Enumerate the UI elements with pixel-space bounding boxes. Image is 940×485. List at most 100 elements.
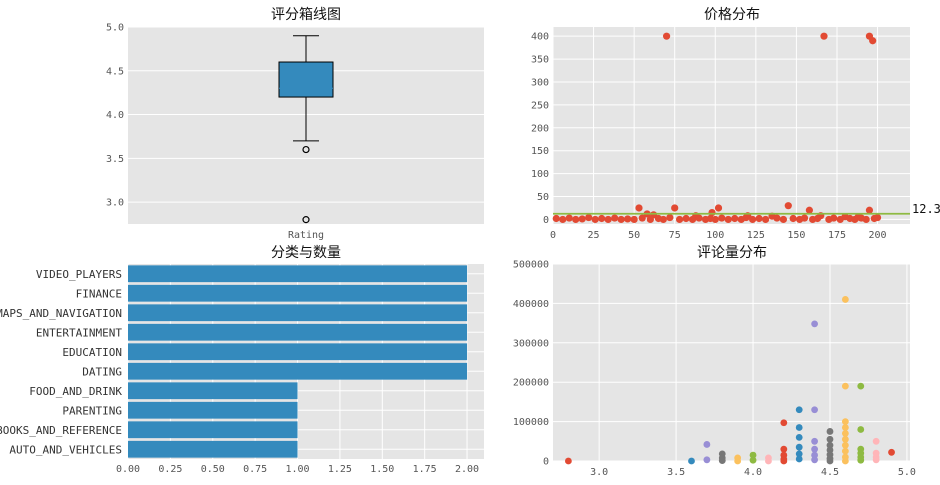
category-label: FOOD_AND_DRINK xyxy=(29,385,122,398)
bar-dating xyxy=(128,362,468,380)
price-point xyxy=(731,214,739,223)
price-point xyxy=(675,215,684,224)
review-point xyxy=(795,443,803,451)
review-point xyxy=(811,456,818,464)
y-tick-label: 50 xyxy=(537,192,549,203)
price-point xyxy=(659,215,667,224)
category-label: EDUCATION xyxy=(62,346,122,359)
category-label: PARENTING xyxy=(62,404,122,417)
price-point xyxy=(761,215,770,224)
price-point xyxy=(559,215,567,224)
review-point xyxy=(811,320,818,328)
price-point xyxy=(671,204,679,212)
review-point xyxy=(857,426,865,433)
price-point xyxy=(666,213,674,222)
review-point xyxy=(857,382,865,390)
y-tick-label: 300 xyxy=(531,77,549,88)
review-point xyxy=(811,437,818,445)
price-point xyxy=(585,213,593,222)
review-point xyxy=(841,382,849,390)
price-point xyxy=(800,214,809,222)
price-point xyxy=(862,215,870,224)
category-label: BOOKS_AND_REFERENCE xyxy=(0,424,122,437)
price-point xyxy=(565,214,573,222)
y-tick-label: 200000 xyxy=(513,378,549,389)
price-point xyxy=(552,214,560,223)
price-point xyxy=(578,215,586,223)
review-point xyxy=(780,457,788,465)
review-point xyxy=(795,455,803,463)
x-tick-label: 1.00 xyxy=(285,464,309,475)
price-point xyxy=(635,204,643,212)
price-point xyxy=(869,37,877,45)
review-point xyxy=(841,296,849,303)
x-tick-label: 100 xyxy=(706,230,724,241)
price-point xyxy=(773,214,781,222)
review-point xyxy=(734,457,742,465)
category-label: FINANCE xyxy=(76,287,122,300)
price-point xyxy=(604,215,612,224)
review-point xyxy=(826,428,834,435)
price-point xyxy=(624,215,632,223)
price-point xyxy=(820,32,828,40)
y-tick-label: 3.0 xyxy=(106,198,124,209)
review-point xyxy=(765,457,772,465)
review-point xyxy=(826,435,834,443)
x-tick-label: 1.75 xyxy=(413,464,437,475)
review-point xyxy=(795,406,803,414)
price-point xyxy=(742,213,750,222)
y-tick-label: 150 xyxy=(531,146,549,157)
y-tick-label: 400 xyxy=(531,32,549,43)
review-point xyxy=(749,451,757,459)
price-point xyxy=(638,214,646,222)
review-point xyxy=(841,441,849,449)
x-tick-label: 0.00 xyxy=(116,464,140,475)
review-point xyxy=(780,419,788,427)
review-point xyxy=(564,457,572,465)
bar-entertainment xyxy=(128,323,468,341)
y-tick-label: 5.0 xyxy=(106,23,124,34)
y-tick-label: 300000 xyxy=(513,338,549,349)
x-tick-label: 200 xyxy=(869,230,887,241)
price-point xyxy=(695,214,703,222)
price-point xyxy=(630,215,638,224)
price-point xyxy=(646,215,654,224)
review-point xyxy=(795,433,803,441)
plot-area-price-scatter xyxy=(553,27,910,224)
price-point xyxy=(748,215,757,224)
review-point xyxy=(841,430,849,437)
y-tick-label: 200 xyxy=(531,123,549,134)
review-point xyxy=(811,445,818,453)
price-point xyxy=(830,214,838,222)
x-tick-label: 0.75 xyxy=(243,464,267,475)
x-tick-label: 1.25 xyxy=(328,464,352,475)
bar-parenting xyxy=(128,401,298,419)
category-label: DATING xyxy=(82,365,122,378)
chart-title-price-scatter: 价格分布 xyxy=(704,7,760,23)
category-label: MAPS_AND_NAVIGATION xyxy=(0,307,122,320)
price-point xyxy=(591,215,599,224)
price-point xyxy=(755,214,763,223)
review-point xyxy=(688,457,695,465)
price-point xyxy=(813,214,822,223)
x-tick-label: 1.50 xyxy=(370,464,394,475)
price-point xyxy=(779,215,788,224)
x-tick-label: 50 xyxy=(628,230,640,241)
price-point xyxy=(617,215,625,224)
y-tick-label: 4.5 xyxy=(106,66,124,77)
bar-auto_and_vehicles xyxy=(128,440,298,458)
y-tick-label: 3.5 xyxy=(106,154,124,165)
x-tick-label: 3.5 xyxy=(667,467,685,478)
price-point xyxy=(873,213,882,222)
y-tick-label: 0 xyxy=(543,457,549,468)
review-point xyxy=(841,418,849,425)
box-iqr xyxy=(278,61,334,98)
mean-line-label: 12.3 xyxy=(912,202,940,216)
price-point xyxy=(688,215,697,224)
price-point xyxy=(718,214,726,222)
bar-finance xyxy=(128,284,468,302)
x-tick-label: 0.50 xyxy=(201,464,225,475)
chart-title-rating-box: 评分箱线图 xyxy=(271,7,341,23)
bar-video_players xyxy=(128,265,468,283)
